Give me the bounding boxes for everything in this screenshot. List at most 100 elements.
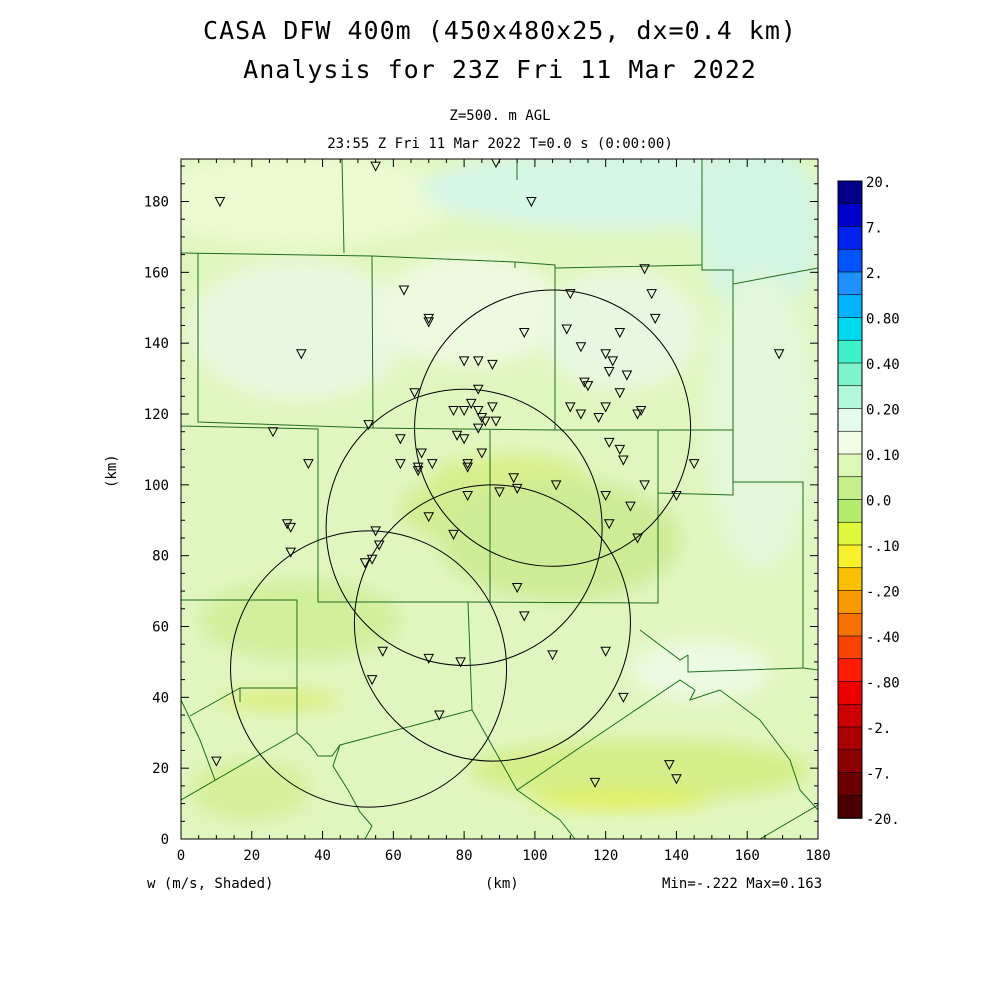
station-marker (600, 646, 611, 657)
colorbar-label: 7. (866, 221, 883, 237)
station-marker (366, 554, 378, 565)
colorbar-swatch (837, 339, 863, 364)
colorbar-swatch (837, 635, 863, 660)
colorbar-swatch (837, 703, 863, 728)
radar-rings (230, 289, 692, 808)
colorbar-swatch (837, 271, 863, 296)
colorbar-swatch (837, 749, 863, 774)
station-marker (607, 356, 619, 367)
colorbar-label: 20. (866, 175, 891, 191)
station-marker (618, 692, 629, 703)
x-tick-label: 0 (177, 848, 185, 864)
station-marker (773, 349, 785, 360)
station-marker (398, 285, 410, 296)
station-marker (589, 777, 601, 788)
station-marker (285, 522, 297, 533)
station-marker (603, 519, 615, 530)
station-marker (564, 289, 576, 300)
station-marker (377, 646, 389, 657)
colorbar-swatch (837, 453, 863, 478)
station-marker (625, 501, 636, 512)
station-marker (646, 289, 658, 300)
colorbar-swatch (837, 226, 863, 251)
y-tick-label: 20 (152, 761, 169, 777)
station-marker (458, 405, 470, 417)
x-tick-label: 20 (243, 848, 260, 864)
station-marker (395, 434, 406, 445)
station-marker (423, 512, 435, 523)
station-marker (455, 657, 466, 668)
station-marker (575, 342, 587, 353)
station-marker (434, 710, 445, 721)
y-tick-label: 140 (144, 336, 169, 352)
station-marker (370, 526, 381, 537)
station-marker (635, 405, 647, 417)
station-marker (618, 455, 629, 466)
y-tick-label: 40 (152, 690, 169, 706)
y-tick-label: 120 (144, 407, 169, 423)
y-tick-label: 60 (152, 620, 169, 636)
y-axis: 0 20 40 60 80 100 120 140 160 180 (144, 165, 818, 848)
colorbar-swatch (837, 612, 863, 637)
x-tick-label: 40 (314, 848, 331, 864)
station-marker (600, 349, 611, 360)
colorbar-label: -.80 (866, 676, 900, 692)
time-label: 23:55 Z Fri 11 Mar 2022 T=0.0 s (0:00:00… (327, 136, 673, 152)
station-marker (621, 370, 633, 381)
station-marker (448, 529, 459, 540)
y-tick-label: 100 (144, 478, 169, 494)
x-tick-label: 120 (593, 848, 618, 864)
y-tick-label: 80 (152, 549, 169, 565)
station-marker (632, 533, 643, 544)
station-marker (423, 317, 435, 328)
station-marker (211, 756, 222, 767)
y-tick-label: 0 (161, 832, 169, 848)
colorbar-swatch (837, 385, 863, 410)
station-marker (487, 359, 498, 370)
station-marker (494, 487, 505, 498)
colorbar-swatch (837, 794, 863, 819)
y-tick-label: 160 (144, 265, 169, 281)
station-marker (472, 405, 484, 417)
station-marker (472, 384, 484, 395)
station-marker (579, 377, 590, 388)
y-tick-label: 180 (144, 195, 169, 211)
shaded-field (181, 159, 818, 839)
colorbar-swatch (837, 499, 863, 524)
colorbar-swatch (837, 772, 863, 797)
colorbar-swatch (837, 180, 863, 205)
station-marker (671, 774, 682, 785)
station-marker (603, 367, 615, 378)
colorbar-label: 0.80 (866, 312, 900, 328)
station-marker (412, 466, 424, 477)
colorbar-label: -.10 (866, 539, 900, 555)
station-marker (480, 416, 491, 427)
colorbar-swatch (837, 658, 863, 683)
station-marker (526, 197, 537, 208)
station-marker (508, 473, 519, 484)
colorbar: 20. 7. 2. 0.80 0.40 0.20 0.10 0.0 -.10 -.20 -.40 -.… (837, 175, 900, 828)
station-markers (211, 159, 785, 788)
x-axis: 0 20 40 60 80 100 120 140 160 180 (177, 159, 831, 864)
station-marker (639, 480, 650, 491)
station-marker (487, 402, 498, 413)
station-marker (395, 459, 406, 470)
colorbar-swatch (837, 521, 863, 546)
colorbar-swatch (837, 203, 863, 228)
station-marker (412, 462, 424, 473)
station-marker (409, 388, 420, 399)
station-marker (603, 437, 615, 448)
level-label: Z=500. m AGL (449, 108, 551, 124)
colorbar-label: -20. (866, 812, 900, 828)
station-marker (600, 490, 611, 502)
analysis-title: Analysis for 23Z Fri 11 Mar 2022 (243, 55, 757, 84)
station-marker (366, 675, 378, 686)
station-marker (451, 430, 463, 441)
colorbar-swatch (837, 726, 863, 751)
station-marker (462, 490, 473, 502)
station-marker (472, 356, 484, 367)
station-marker (550, 480, 562, 491)
colorbar-label: 0.20 (866, 403, 900, 419)
station-marker (373, 540, 385, 551)
